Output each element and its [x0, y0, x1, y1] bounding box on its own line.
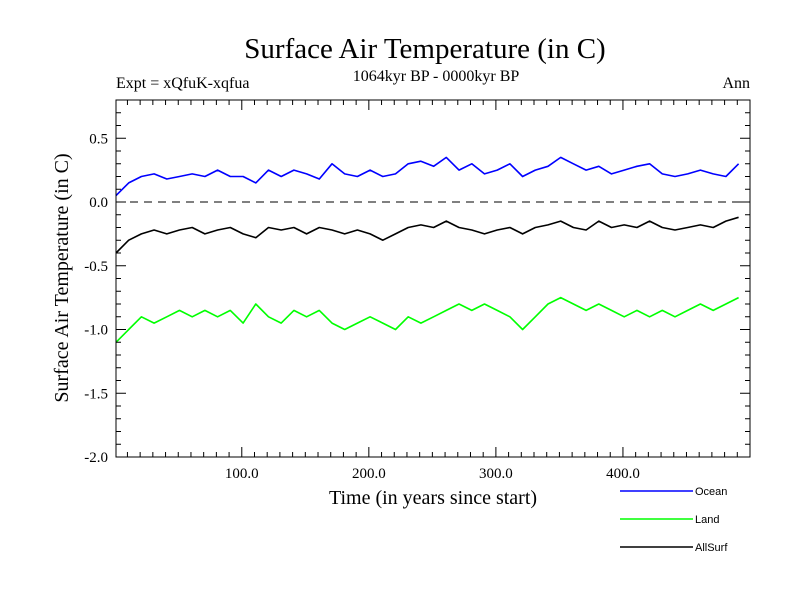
x-tick-label: 300.0 [479, 466, 513, 482]
y-axis-label: Surface Air Temperature (in C) [51, 153, 73, 402]
series-line-allsurf [115, 216, 739, 254]
y-tick-label: -0.5 [84, 259, 108, 275]
series-line-ocean [115, 156, 740, 197]
y-tick-label: -1.5 [84, 386, 108, 402]
series-layer [115, 156, 740, 343]
y-tick-label: -2.0 [84, 450, 108, 466]
x-axis: 100.0 200.0 300.0 400.0 [126, 100, 738, 482]
x-tick-label: 200.0 [352, 466, 386, 482]
y-tick-label: -1.0 [84, 323, 108, 339]
legend: Ocean Land AllSurf [620, 486, 728, 554]
time-range-label: 1064kyr BP - 0000kyr BP [353, 68, 520, 85]
y-tick-label: 0.5 [89, 131, 108, 147]
series-line-land [115, 296, 739, 343]
chart-title: Surface Air Temperature (in C) [244, 33, 605, 65]
plot-area: 100.0 200.0 300.0 400.0 -2.0 -1.5 -1.0 -0.5 0.0… [84, 99, 751, 482]
legend-label-allsurf: AllSurf [695, 542, 728, 554]
experiment-label: Expt = xQfuK-xqfua [116, 75, 249, 92]
legend-label-land: Land [695, 514, 719, 526]
season-label: Ann [722, 75, 750, 92]
y-axis: -2.0 -1.5 -1.0 -0.5 0.0 0.5 [84, 99, 750, 466]
legend-label-ocean: Ocean [695, 486, 727, 498]
x-axis-label: Time (in years since start) [329, 487, 537, 509]
y-tick-label: 0.0 [89, 195, 108, 211]
x-tick-label: 100.0 [225, 466, 259, 482]
plot-frame [115, 99, 751, 458]
x-tick-label: 400.0 [606, 466, 640, 482]
